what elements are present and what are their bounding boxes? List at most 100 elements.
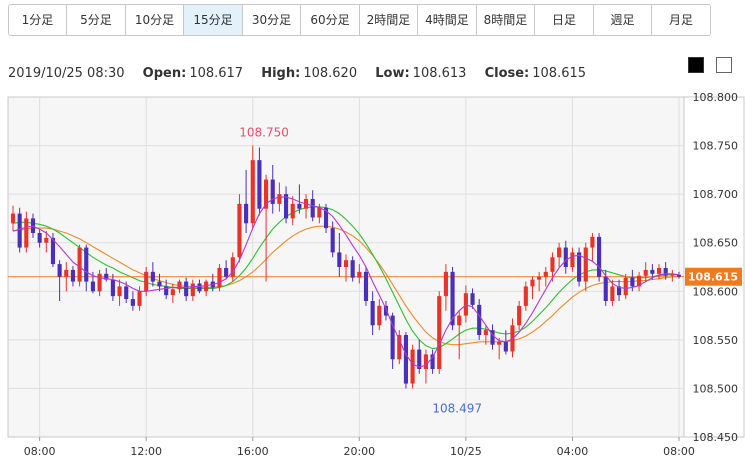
candle-body xyxy=(184,281,189,297)
candle-body xyxy=(277,194,282,204)
tab-4[interactable]: 15分足 xyxy=(184,5,243,35)
tab-7[interactable]: 2時間足 xyxy=(360,5,418,35)
candle-body xyxy=(64,269,69,277)
candle-body xyxy=(437,296,442,369)
candle-body xyxy=(417,349,422,369)
candle-body xyxy=(164,286,169,296)
tab-6[interactable]: 60分足 xyxy=(301,5,360,35)
candle-body xyxy=(590,236,595,248)
tab-2[interactable]: 5分足 xyxy=(67,5,126,35)
y-tick-label: 108.650 xyxy=(693,237,739,250)
y-tick-label: 108.500 xyxy=(693,382,739,395)
close-value: 108.615 xyxy=(532,66,587,81)
tab-9[interactable]: 8時間足 xyxy=(477,5,535,35)
candle-body xyxy=(90,281,95,292)
y-tick-label: 108.700 xyxy=(693,188,739,201)
candle-body xyxy=(497,341,502,345)
tab-5[interactable]: 30分足 xyxy=(243,5,301,35)
candle-body xyxy=(283,194,289,219)
candle-body xyxy=(377,305,382,326)
y-axis-panel xyxy=(683,96,745,438)
price-annotation: 108.750 xyxy=(239,126,289,140)
candle-body xyxy=(110,279,115,297)
candle-body xyxy=(397,335,402,360)
candle-body xyxy=(77,247,82,282)
candle-body xyxy=(250,160,255,224)
candle-body xyxy=(70,269,76,282)
y-tick-label: 108.800 xyxy=(693,91,739,104)
tab-11[interactable]: 週足 xyxy=(594,5,652,35)
candle-body xyxy=(550,257,555,272)
candle-body xyxy=(650,269,655,274)
candle-body xyxy=(563,247,568,267)
candle-body xyxy=(503,341,508,352)
candle-body xyxy=(270,179,275,204)
candle-body xyxy=(124,286,129,300)
tab-1[interactable]: 1分足 xyxy=(9,5,67,35)
candle-body xyxy=(144,271,149,292)
y-tick-label: 108.550 xyxy=(693,334,739,347)
tab-12[interactable]: 月足 xyxy=(652,5,710,35)
x-tick-label: 12:00 xyxy=(130,445,162,458)
candle-body xyxy=(84,247,89,282)
current-price-badge xyxy=(685,267,742,286)
candle-body xyxy=(117,286,122,297)
candle-body xyxy=(610,286,615,301)
x-tick-label: 16:00 xyxy=(237,445,269,458)
candle-body xyxy=(477,304,482,335)
ma-short-line xyxy=(12,196,680,368)
candle-body xyxy=(177,281,182,290)
candle-body xyxy=(264,179,269,209)
candle-body xyxy=(370,301,375,326)
price-annotation: 108.497 xyxy=(432,401,482,415)
candle-body xyxy=(37,233,42,243)
candle-body xyxy=(244,203,249,224)
candle-body xyxy=(663,267,668,276)
candle-body xyxy=(423,354,428,369)
candle-body xyxy=(17,213,22,248)
tab-3[interactable]: 10分足 xyxy=(126,5,184,35)
candle-body xyxy=(530,279,535,287)
candle-body xyxy=(670,273,675,276)
candle-body xyxy=(636,275,642,287)
candle-body xyxy=(97,273,102,292)
candle-body xyxy=(330,228,335,253)
tab-10[interactable]: 日足 xyxy=(535,5,594,35)
candle-body xyxy=(137,291,142,306)
candle-body xyxy=(217,267,222,288)
x-tick-label: 04:00 xyxy=(557,445,589,458)
candle-body xyxy=(224,267,229,277)
high-label: High: xyxy=(261,66,301,81)
light-square-icon[interactable] xyxy=(716,57,732,73)
candle-body xyxy=(130,299,135,306)
candle-body xyxy=(317,207,322,218)
dark-square-icon[interactable] xyxy=(688,57,704,73)
candle-body xyxy=(230,257,235,277)
tab-8[interactable]: 4時間足 xyxy=(418,5,477,35)
candle-body xyxy=(343,260,349,267)
candle-body xyxy=(450,271,455,326)
candle-body xyxy=(157,281,162,287)
candle-body xyxy=(410,349,415,384)
candle-body xyxy=(630,277,635,287)
x-tick-label: 08:00 xyxy=(663,445,695,458)
x-tick-label: 08:00 xyxy=(24,445,56,458)
candle-body xyxy=(290,203,295,219)
candle-body xyxy=(10,213,16,224)
ma-mid-line xyxy=(12,206,679,350)
candle-body xyxy=(297,203,302,209)
candle-body xyxy=(543,271,548,277)
candle-body xyxy=(570,252,575,267)
candle-body xyxy=(470,293,475,305)
ohlc-readout: 2019/10/25 08:30 Open: 108.617 High: 108.6… xyxy=(8,66,586,81)
candle-body xyxy=(603,276,608,301)
candle-body xyxy=(337,252,342,267)
candle-body xyxy=(457,315,462,326)
candle-body xyxy=(104,273,109,280)
candle-body xyxy=(616,286,622,296)
candle-body xyxy=(676,274,682,277)
x-tick-label: 10/25 xyxy=(450,445,482,458)
candle-body xyxy=(57,264,62,277)
high-value: 108.620 xyxy=(303,66,358,81)
